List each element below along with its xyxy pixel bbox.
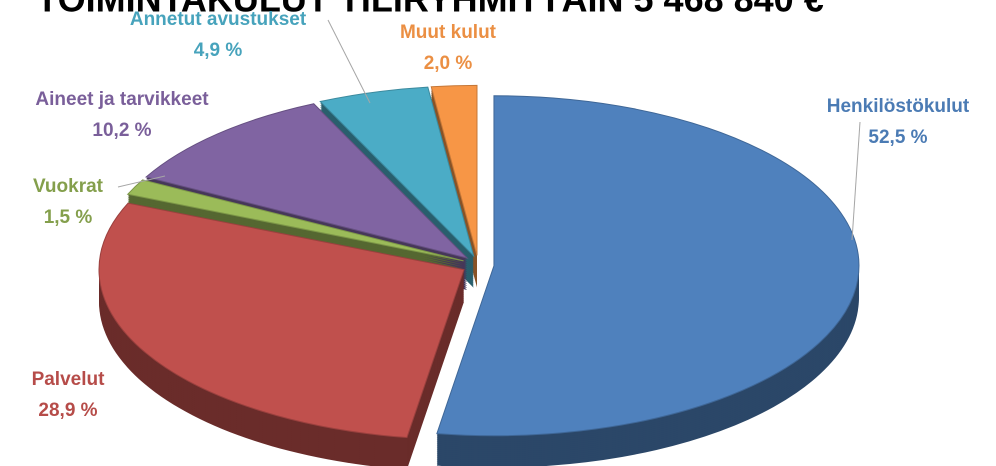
slice: [319, 86, 475, 258]
slice-value-label: 10,2 %: [92, 120, 151, 141]
slice-value-label: 4,9 %: [194, 40, 243, 61]
slice-label: Muut kulut: [400, 22, 497, 43]
slice: [430, 84, 478, 256]
slice-value-label: 2,0 %: [424, 53, 473, 74]
slice: [436, 95, 860, 437]
slice-value-label: 28,9 %: [38, 400, 97, 421]
slice: [98, 202, 465, 439]
leader-line: [327, 19, 371, 104]
slice: [145, 103, 469, 259]
leader-line: [851, 121, 861, 241]
slice-label: Vuokrat: [33, 176, 104, 197]
slice: [126, 179, 464, 262]
slice-value-label: 52,5 %: [868, 127, 927, 148]
slice-label: Aineet ja tarvikkeet: [35, 89, 209, 110]
slice-label: Henkilöstökulut: [827, 96, 970, 117]
chart-title: TOIMINTAKULUT TILIRYHMITTÄIN 5 468 840 €: [36, 0, 823, 20]
slice-value-label: 1,5 %: [44, 207, 93, 228]
slice-label: Annetut avustukset: [130, 9, 307, 30]
leader-line: [117, 175, 166, 188]
slice-label: Palvelut: [32, 369, 106, 390]
